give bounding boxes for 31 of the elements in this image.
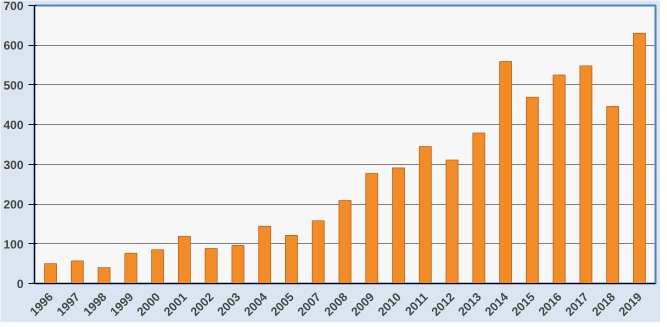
bar <box>418 146 432 284</box>
y-tick-label: 300 <box>3 158 24 172</box>
y-tick-label: 400 <box>3 118 24 132</box>
bar <box>499 61 512 284</box>
bar <box>124 252 138 284</box>
bar <box>579 65 592 284</box>
bar <box>633 32 646 284</box>
bar <box>258 226 272 284</box>
y-tick-label: 600 <box>3 38 24 53</box>
bar <box>70 260 84 284</box>
y-tick-label: 0 <box>16 277 24 291</box>
bar <box>392 168 405 284</box>
y-tick-label: 700 <box>3 0 24 13</box>
y-tick-label: 500 <box>3 78 24 92</box>
bar <box>472 132 486 284</box>
bar <box>151 249 164 284</box>
y-tick-label: 200 <box>3 198 24 212</box>
bar <box>232 244 244 284</box>
bar <box>446 160 458 284</box>
bar <box>178 236 191 284</box>
bar <box>285 235 298 284</box>
bar <box>312 220 325 284</box>
bar <box>44 263 57 284</box>
bar <box>526 96 539 284</box>
bar <box>204 248 218 284</box>
bar <box>98 267 111 284</box>
y-tick-label: 100 <box>3 237 24 252</box>
bar <box>338 200 352 284</box>
bar <box>606 106 620 284</box>
bar <box>365 173 378 284</box>
bar <box>552 74 566 284</box>
